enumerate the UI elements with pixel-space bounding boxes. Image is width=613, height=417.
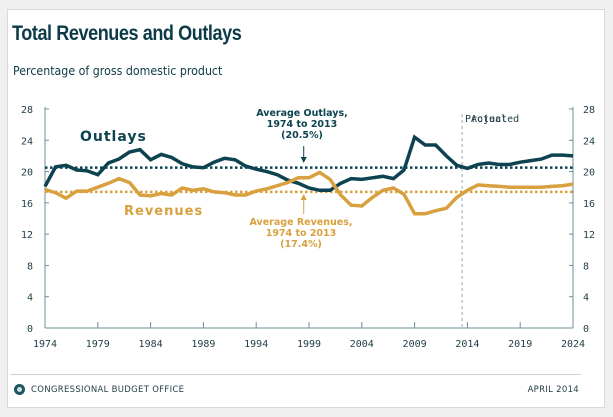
series-lines	[43, 134, 574, 216]
series-line-outlays	[43, 134, 574, 193]
y-tick-label-left: 4	[27, 293, 33, 304]
x-tick-label: 2014	[455, 339, 479, 350]
footer-divider	[10, 374, 581, 375]
y-tick-label-right: 8	[583, 261, 589, 272]
y-tick-label-right: 12	[583, 230, 595, 241]
annotation-outlays-line2: 1974 to 2013	[267, 119, 338, 130]
annotation-revenues-line3: (17.4%)	[280, 239, 322, 250]
chart-card	[7, 9, 605, 408]
x-tick-label: 2024	[561, 339, 585, 350]
series-label-revenues: Revenues	[124, 204, 203, 219]
annotation-revenues-line1: Average Revenues,	[250, 217, 353, 228]
publication-date: APRIL 2014	[527, 385, 579, 395]
organization-name: CONGRESSIONAL BUDGET OFFICE	[31, 384, 185, 395]
y-tick-label-right: 20	[583, 168, 595, 179]
footer-organization: CONGRESSIONAL BUDGET OFFICE	[14, 384, 184, 395]
y-tick-label-left: 12	[21, 230, 33, 241]
x-tick-label: 2009	[403, 339, 427, 350]
y-tick-label-right: 24	[583, 136, 595, 147]
x-tick-label: 1979	[86, 339, 110, 350]
y-tick-label-right: 0	[583, 324, 589, 335]
chart-labels: Outlays Revenues Actual Projected Averag…	[80, 108, 519, 250]
region-label-actual: Actual	[471, 114, 507, 125]
annotation-outlays-line1: Average Outlays,	[256, 108, 348, 119]
region-label-projected: Projected	[465, 114, 519, 125]
cbo-logo-icon	[14, 384, 25, 395]
y-tick-label-left: 0	[27, 324, 33, 335]
series-label-outlays: Outlays	[80, 129, 147, 145]
y-tick-label-right: 28	[583, 105, 595, 116]
y-tick-label-right: 4	[583, 293, 589, 304]
y-tick-label-right: 16	[583, 199, 595, 210]
y-tick-label-left: 20	[21, 168, 33, 179]
x-tick-label: 1999	[297, 339, 321, 350]
x-tick-label: 1989	[191, 339, 215, 350]
annotation-arrowhead-revenues	[300, 194, 307, 200]
x-tick-label: 1994	[244, 339, 268, 350]
chart-title: Total Revenues and Outlays	[12, 22, 242, 45]
reference-lines	[45, 166, 573, 194]
annotation-arrowhead-outlays	[300, 157, 307, 163]
y-tick-label-left: 16	[21, 199, 33, 210]
x-tick-label: 2019	[508, 339, 532, 350]
x-tick-label: 1974	[33, 339, 57, 350]
y-tick-label-left: 28	[21, 105, 33, 116]
annotation-revenues-line2: 1974 to 2013	[266, 228, 337, 239]
annotation-outlays-line3: (20.5%)	[281, 130, 323, 141]
series-line-revenues	[44, 170, 574, 216]
chart-subtitle: Percentage of gross domestic product	[13, 64, 223, 78]
x-tick-label: 1984	[139, 339, 163, 350]
x-tick-label: 2004	[350, 339, 374, 350]
y-tick-label-left: 8	[27, 261, 33, 272]
y-tick-label-left: 24	[21, 136, 33, 147]
